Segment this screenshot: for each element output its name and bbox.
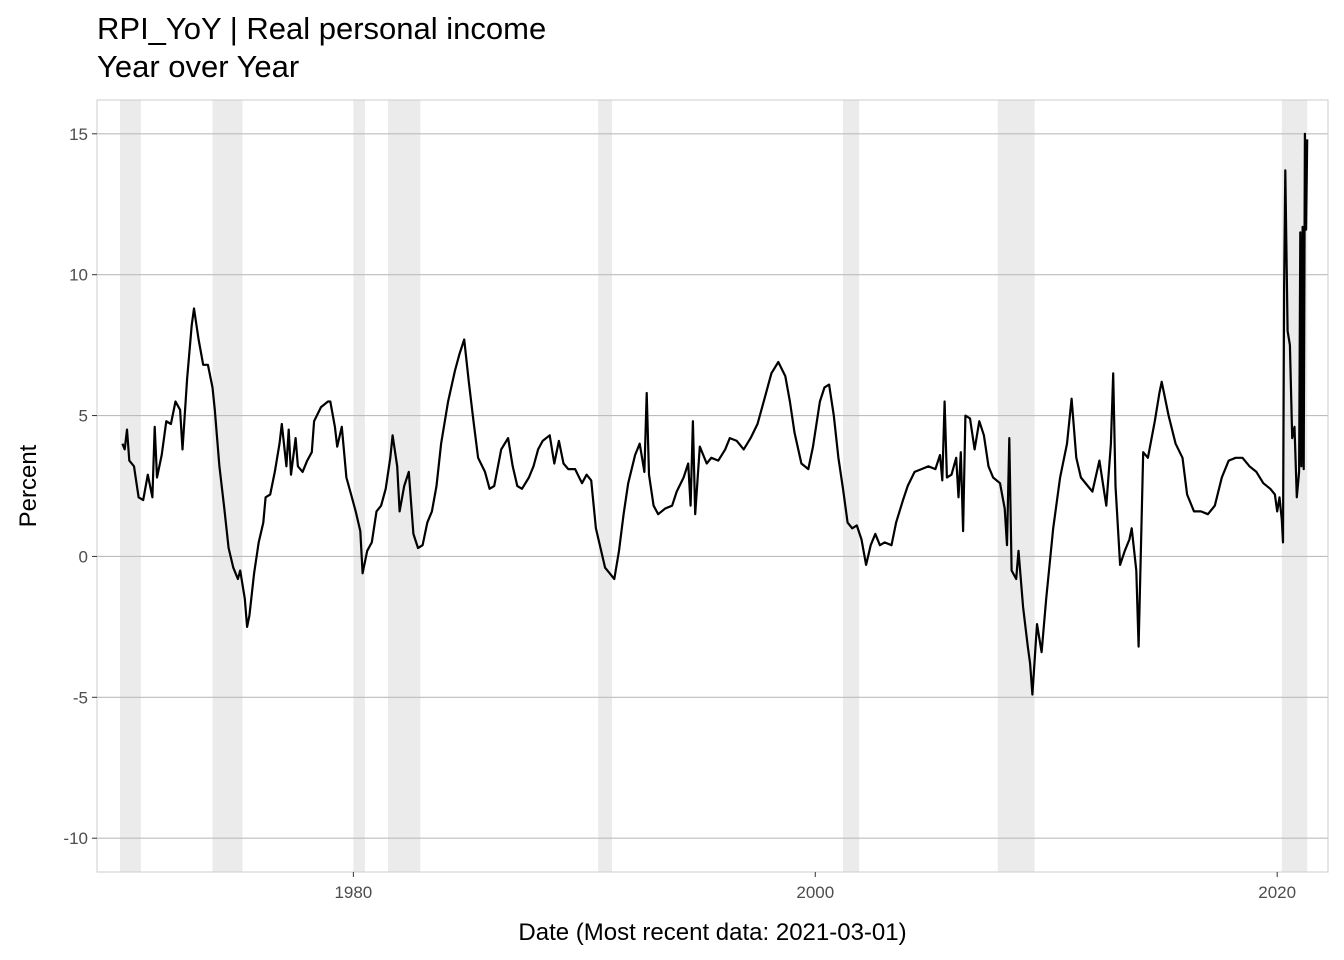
x-tick-label: 1980: [334, 883, 372, 902]
y-tick-label: 5: [79, 407, 88, 426]
series-line: [121, 132, 1309, 696]
x-axis-title: Date (Most recent data: 2021-03-01): [518, 919, 906, 946]
axes: -10 -5 0 5 10 15 1980 2000 2020: [63, 125, 1296, 902]
recession-band: [353, 100, 365, 872]
recession-band: [212, 100, 243, 872]
recession-bands: [120, 100, 1308, 872]
x-tick-label: 2020: [1258, 883, 1296, 902]
y-tick-label: -5: [73, 688, 88, 707]
chart-title-block: RPI_YoY | Real personal income Year over…: [97, 10, 546, 86]
y-tick-label: 15: [69, 125, 88, 144]
recession-band: [997, 100, 1035, 872]
y-tick-label: -10: [63, 829, 88, 848]
recession-band: [598, 100, 613, 872]
y-tick-label: 0: [79, 547, 88, 566]
series-layer: [121, 132, 1309, 696]
x-tick-label: 2000: [796, 883, 834, 902]
recession-band: [120, 100, 141, 872]
y-axis-title: Percent: [15, 444, 42, 527]
recession-band: [842, 100, 860, 872]
plot-panel-border: [96, 99, 1329, 873]
chart-subtitle: Year over Year: [97, 49, 300, 84]
chart-title: RPI_YoY | Real personal income: [97, 11, 547, 46]
y-tick-label: 10: [69, 266, 88, 285]
